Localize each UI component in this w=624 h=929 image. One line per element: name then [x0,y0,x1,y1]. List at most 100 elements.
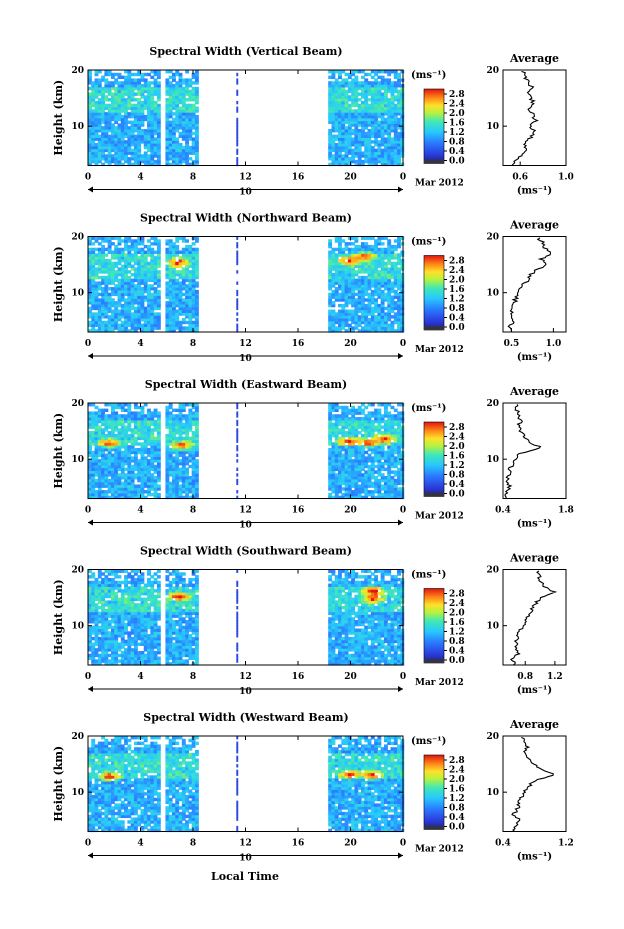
heatmap-cell [334,128,339,133]
heatmap-cell [153,145,158,150]
heatmap-cell [94,411,99,415]
heatmap-cell [400,109,405,113]
heatmap-cell [133,106,138,110]
heatmap-cell [91,278,96,283]
heatmap-cell [397,478,401,483]
heatmap-cell [172,490,176,494]
colorbar-tick-label: 2.0 [449,276,465,286]
heatmap-cell [361,100,365,105]
heatmap-cell [361,476,365,480]
heatmap-cell [165,117,170,122]
heatmap-cell [397,453,401,457]
heatmap-cell [133,151,138,155]
heatmap-cell [400,258,405,263]
heatmap-cell [140,86,145,91]
heatmap-cell [397,431,401,435]
heatmap-cell [344,78,349,82]
heatmap-cell [185,159,190,164]
heatmap-cell [387,120,392,124]
heatmap-cell [361,117,365,122]
heatmap-cell [124,81,128,85]
heatmap-cell [175,151,180,155]
heatmap-cell [127,157,132,161]
heatmap-cell [127,309,132,313]
heatmap-cell [181,128,186,133]
heatmap-cell [364,137,369,141]
heatmap-cell [91,95,96,99]
heatmap-cell [127,323,132,327]
heatmap-cell [124,131,128,136]
heatmap-cell [140,103,145,108]
heatmap-cell [110,92,115,96]
heatmap-cell [370,464,375,469]
heatmap-cell [110,470,115,474]
heatmap-cell [114,86,119,91]
heatmap-cell [91,273,96,277]
average-unit: (ms⁻¹) [517,186,552,197]
heatmap-cell [188,490,193,494]
heatmap-cell [156,137,161,141]
heatmap-cell [380,281,385,285]
heatmap-cell [367,442,372,446]
heatmap-cell [347,301,352,305]
heatmap-cell [153,258,158,263]
heatmap-cell [133,109,138,113]
heatmap-cell [347,281,352,285]
heatmap-cell [188,123,193,127]
heatmap-cell [357,106,362,110]
heatmap-cell [172,126,176,130]
heatmap-cell [117,467,122,472]
heatmap-cell [127,436,132,441]
heatmap-cell [338,309,342,313]
heatmap-cell [137,490,142,494]
heatmap-cell [361,320,365,325]
heatmap-cell [101,436,106,441]
heatmap-cell [370,253,375,257]
heatmap-cell [91,459,96,463]
heatmap-cell [370,431,375,435]
heatmap-cell [338,287,342,291]
x-tick-label: 0 [85,173,91,183]
heatmap-cell [117,95,122,99]
heatmap-cell [185,134,190,139]
heatmap-cell [351,476,356,480]
heatmap-cell [354,270,359,274]
heatmap-cell [341,145,346,150]
heatmap-cell [147,267,151,271]
heatmap-cell [367,329,372,333]
heatmap-cell [400,89,405,94]
heatmap-cell [143,461,148,466]
heatmap-cell [124,92,128,96]
heatmap-cell [165,134,170,139]
heatmap-cell [347,126,352,130]
heatmap-cell [236,403,239,407]
heatmap-cell [347,470,352,474]
heatmap-cell [354,134,359,139]
heatmap-cell [390,84,395,88]
heatmap-cell [181,106,186,110]
heatmap-cell [133,242,138,246]
heatmap-cell [377,236,382,240]
heatmap-cell [130,445,135,449]
heatmap-cell [334,317,339,322]
heatmap-cell [110,95,115,99]
heatmap-cell [101,411,106,415]
heatmap-cell [168,292,173,297]
heatmap-cell [390,106,395,110]
heatmap-cell [114,131,119,136]
heatmap-cell [351,157,356,161]
heatmap-cell [137,84,142,88]
heatmap-cell [120,281,125,285]
heatmap-cell [364,298,369,302]
heatmap-cell [377,467,382,472]
heatmap-cell [370,292,375,297]
heatmap-cell [334,106,339,110]
heatmap-cell [361,306,365,311]
heatmap-cell [390,433,395,438]
colorbar-tick-label: 2.4 [449,266,465,276]
heatmap-cell [383,112,388,116]
heatmap-cell [191,247,196,252]
heatmap-cell [101,456,106,460]
heatmap-cell [120,89,125,94]
heatmap-cell [374,439,379,443]
